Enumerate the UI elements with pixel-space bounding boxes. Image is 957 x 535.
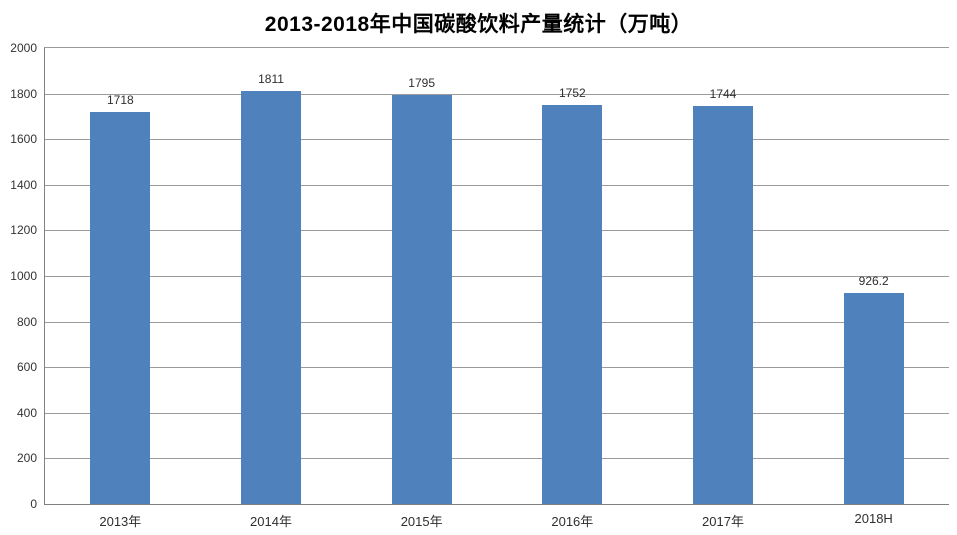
bar-value-label: 1811 [258, 72, 284, 87]
y-axis-tick-label: 1600 [10, 132, 37, 147]
plot-area: 0 200 400 600 800 1000 1200 1400 1600 1800 2000 171… [10, 41, 949, 529]
gridline [45, 139, 949, 141]
gridline [45, 184, 949, 186]
gridline [45, 230, 949, 232]
gridline [45, 412, 949, 414]
gridline [45, 276, 949, 277]
y-axis-tick-label: 200 [16, 451, 37, 466]
y-axis-tick-label: 1200 [10, 223, 37, 238]
bar-2018H [843, 292, 904, 504]
bar-2015年 [391, 94, 452, 504]
x-axis-tick-label: 2017年 [702, 514, 744, 529]
bar-2013年 [90, 112, 151, 504]
y-axis-tick-label: 0 [30, 497, 37, 511]
bar-2014年 [241, 91, 301, 504]
bar-2016年 [542, 104, 603, 504]
y-axis-tick-label: 1400 [10, 177, 37, 192]
y-axis-tick-label: 1000 [10, 269, 37, 283]
x-axis-tick-label: 2014年 [250, 514, 292, 529]
y-axis-tick-label: 2000 [10, 41, 37, 55]
y-axis-tick-label: 1800 [10, 86, 37, 101]
x-axis-tick-label: 2015年 [400, 514, 443, 529]
y-axis-tick-label: 600 [16, 360, 37, 375]
bar-value-label: 1744 [709, 87, 737, 102]
bar-value-label: 1752 [558, 85, 586, 100]
x-axis-tick-label: 2016年 [551, 514, 594, 529]
gridline [45, 321, 949, 323]
bar-2017年 [693, 106, 753, 504]
x-axis-tick-label: 2018H [854, 511, 893, 526]
gridline [45, 367, 949, 369]
x-axis-tick-label: 2013年 [99, 514, 142, 529]
bar-value-label: 1795 [408, 75, 435, 90]
y-axis-tick-label: 800 [16, 314, 37, 329]
gridline [45, 93, 949, 95]
gridline [45, 458, 949, 460]
y-axis-tick-label: 400 [16, 405, 37, 420]
bar-value-label: 1718 [106, 93, 134, 108]
bar-value-label: 926.2 [858, 273, 889, 288]
chart-title: 2013-2018年中国碳酸饮料产量统计（万吨） [264, 13, 693, 36]
